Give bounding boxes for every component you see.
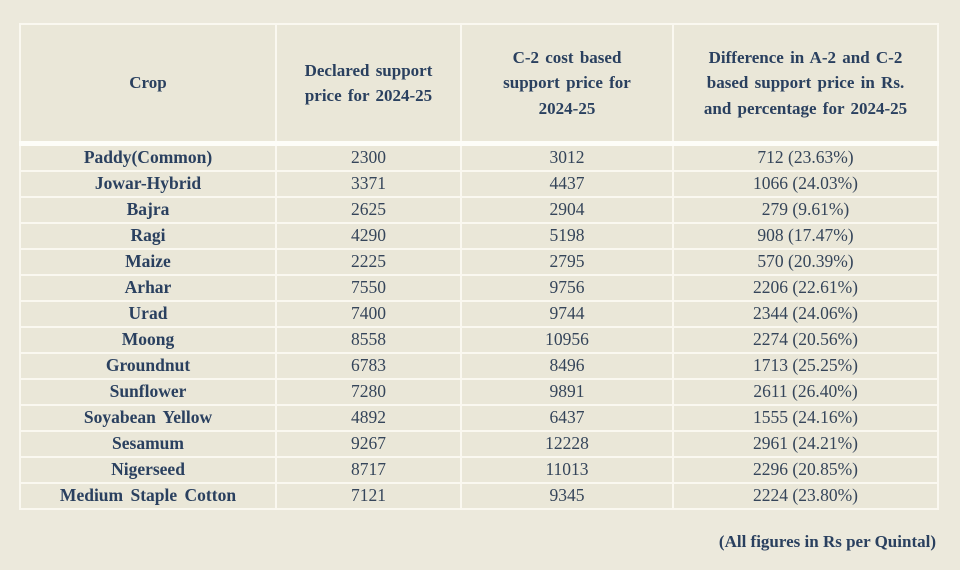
row-crop-name: Urad (19, 300, 277, 328)
row-c2-price: 9345 (460, 482, 674, 510)
col-header-declared-price: Declared support price for 2024-25 (275, 23, 462, 146)
row-declared-price: 8558 (275, 326, 462, 354)
col-header-difference: Difference in A-2 and C-2 based support … (672, 23, 939, 146)
row-difference: 1713 (25.25%) (672, 352, 939, 380)
row-crop-name: Arhar (19, 274, 277, 302)
row-declared-price: 7400 (275, 300, 462, 328)
row-declared-price: 2300 (275, 142, 462, 172)
row-crop-name: Bajra (19, 196, 277, 224)
row-c2-price: 11013 (460, 456, 674, 484)
row-c2-price: 9891 (460, 378, 674, 406)
row-difference: 2296 (20.85%) (672, 456, 939, 484)
row-crop-name: Medium Staple Cotton (19, 482, 277, 510)
row-c2-price: 6437 (460, 404, 674, 432)
col-header-c2-price: C-2 cost based support price for 2024-25 (460, 23, 674, 146)
row-c2-price: 12228 (460, 430, 674, 458)
row-difference: 712 (23.63%) (672, 142, 939, 172)
row-c2-price: 9744 (460, 300, 674, 328)
row-c2-price: 8496 (460, 352, 674, 380)
row-difference: 2274 (20.56%) (672, 326, 939, 354)
row-difference: 908 (17.47%) (672, 222, 939, 250)
row-crop-name: Jowar-Hybrid (19, 170, 277, 198)
row-difference: 2344 (24.06%) (672, 300, 939, 328)
table-row: Maize 2225 2795 570 (20.39%) (19, 248, 939, 276)
header-row: Crop Declared support price for 2024-25 … (19, 23, 939, 146)
row-declared-price: 7121 (275, 482, 462, 510)
row-declared-price: 9267 (275, 430, 462, 458)
row-declared-price: 4290 (275, 222, 462, 250)
row-difference: 2206 (22.61%) (672, 274, 939, 302)
table-row: Paddy(Common) 2300 3012 712 (23.63%) (19, 142, 939, 172)
row-c2-price: 10956 (460, 326, 674, 354)
row-declared-price: 2225 (275, 248, 462, 276)
row-crop-name: Paddy(Common) (19, 142, 277, 172)
msp-table: Crop Declared support price for 2024-25 … (19, 23, 939, 510)
table-body: Paddy(Common) 2300 3012 712 (23.63%) Jow… (19, 142, 939, 510)
row-crop-name: Groundnut (19, 352, 277, 380)
row-c2-price: 5198 (460, 222, 674, 250)
col-header-crop: Crop (19, 23, 277, 146)
row-c2-price: 3012 (460, 142, 674, 172)
table-row: Urad 7400 9744 2344 (24.06%) (19, 300, 939, 328)
row-c2-price: 9756 (460, 274, 674, 302)
row-c2-price: 2795 (460, 248, 674, 276)
row-declared-price: 4892 (275, 404, 462, 432)
row-declared-price: 6783 (275, 352, 462, 380)
table-row: Sesamum 9267 12228 2961 (24.21%) (19, 430, 939, 458)
row-declared-price: 7550 (275, 274, 462, 302)
row-crop-name: Soyabean Yellow (19, 404, 277, 432)
row-difference: 2961 (24.21%) (672, 430, 939, 458)
table-row: Soyabean Yellow 4892 6437 1555 (24.16%) (19, 404, 939, 432)
row-difference: 1066 (24.03%) (672, 170, 939, 198)
row-c2-price: 2904 (460, 196, 674, 224)
row-difference: 570 (20.39%) (672, 248, 939, 276)
row-c2-price: 4437 (460, 170, 674, 198)
footer-note: (All figures in Rs per Quintal) (718, 532, 936, 551)
row-difference: 1555 (24.16%) (672, 404, 939, 432)
row-difference: 279 (9.61%) (672, 196, 939, 224)
row-crop-name: Ragi (19, 222, 277, 250)
table-row: Bajra 2625 2904 279 (9.61%) (19, 196, 939, 224)
row-crop-name: Maize (19, 248, 277, 276)
row-crop-name: Sunflower (19, 378, 277, 406)
row-declared-price: 2625 (275, 196, 462, 224)
row-crop-name: Sesamum (19, 430, 277, 458)
row-crop-name: Nigerseed (19, 456, 277, 484)
table-row: Jowar-Hybrid 3371 4437 1066 (24.03%) (19, 170, 939, 198)
table-row: Nigerseed 8717 11013 2296 (20.85%) (19, 456, 939, 484)
row-declared-price: 7280 (275, 378, 462, 406)
table-row: Moong 8558 10956 2274 (20.56%) (19, 326, 939, 354)
table-row: Arhar 7550 9756 2206 (22.61%) (19, 274, 939, 302)
row-declared-price: 3371 (275, 170, 462, 198)
row-difference: 2224 (23.80%) (672, 482, 939, 510)
table-row: Sunflower 7280 9891 2611 (26.40%) (19, 378, 939, 406)
row-crop-name: Moong (19, 326, 277, 354)
table-row: Ragi 4290 5198 908 (17.47%) (19, 222, 939, 250)
row-declared-price: 8717 (275, 456, 462, 484)
table-row: Medium Staple Cotton 7121 9345 2224 (23.… (19, 482, 939, 510)
row-difference: 2611 (26.40%) (672, 378, 939, 406)
table-row: Groundnut 6783 8496 1713 (25.25%) (19, 352, 939, 380)
